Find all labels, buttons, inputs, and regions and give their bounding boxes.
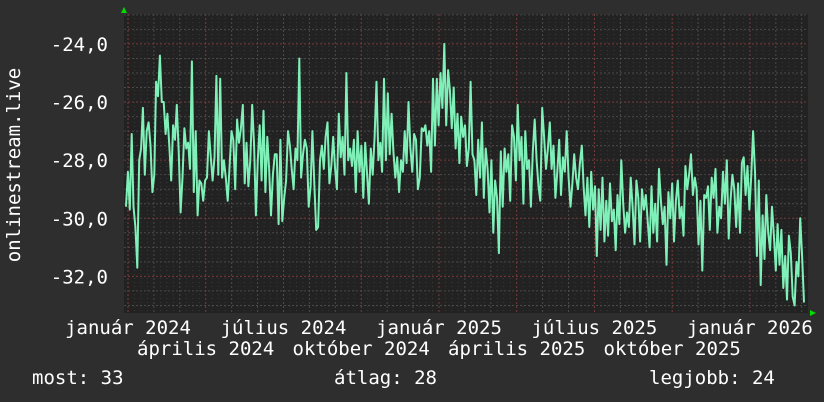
- x-tick-label: július 2025: [531, 317, 657, 339]
- x-tick-label: október 2024: [293, 338, 430, 360]
- x-tick-label: január 2025: [376, 317, 502, 339]
- x-tick-label: április 2025: [448, 338, 585, 360]
- x-tick-label: január 2024: [65, 317, 191, 339]
- x-tick-label: április 2024: [137, 338, 274, 360]
- series-line: [125, 42, 805, 307]
- y-tick-label: -28,0: [51, 150, 108, 172]
- legend-average: átlag: 28: [334, 367, 437, 389]
- y-tick-label: -32,0: [51, 266, 108, 288]
- y-axis-arrow-icon: [121, 7, 127, 13]
- x-tick-label: október 2025: [604, 338, 741, 360]
- legend-current: most: 33: [32, 367, 124, 389]
- x-axis-arrow-icon: [810, 310, 816, 316]
- x-tick-label: január 2026: [687, 317, 813, 339]
- y-tick-label: -26,0: [51, 92, 108, 114]
- y-tick-label: -30,0: [51, 208, 108, 230]
- y-axis: -24,0 -26,0 -28,0 -30,0 -32,0: [51, 34, 108, 288]
- y-tick-label: -24,0: [51, 34, 108, 56]
- y-axis-label: onlinestream.live: [3, 68, 25, 262]
- legend-best: legjobb: 24: [649, 367, 775, 389]
- x-tick-label: július 2024: [221, 317, 347, 339]
